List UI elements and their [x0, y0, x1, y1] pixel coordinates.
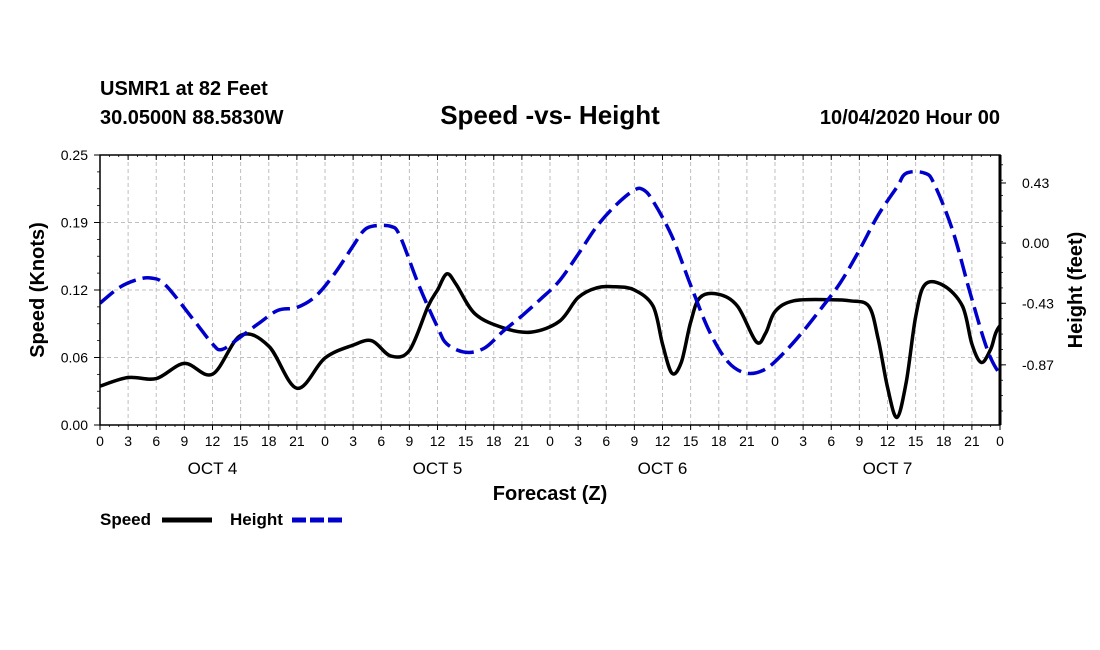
axes-group: 0 3 6 9 12 15 18 21 0 3 6 9 12 15 18 21 0 3 6 9 12 15 18 21 0 3 6 9… [61, 147, 1054, 478]
grid-lines [100, 155, 1000, 425]
station-label: USMR1 at 82 Feet [100, 78, 268, 100]
x-tick-label: 21 [964, 433, 980, 449]
x-tick-label: 12 [430, 433, 446, 449]
day-label: OCT 4 [188, 459, 238, 478]
x-tick-label: 0 [771, 433, 779, 449]
series-group [100, 169, 1000, 420]
x-tick-label: 18 [936, 433, 952, 449]
x-tick-label: 18 [261, 433, 277, 449]
x-tick-label: 3 [124, 433, 132, 449]
x-tick-label: 3 [799, 433, 807, 449]
x-tick-label: 15 [233, 433, 249, 449]
x-tick-label: 0 [546, 433, 554, 449]
y-right-tick-label: -0.43 [1022, 295, 1054, 311]
day-label: OCT 5 [413, 459, 463, 478]
x-tick-label: 9 [405, 433, 413, 449]
x-tick-label: 15 [908, 433, 924, 449]
x-tick-label: 0 [96, 433, 104, 449]
location-label: 30.0500N 88.5830W [100, 107, 284, 129]
height-series-line [100, 169, 1000, 377]
x-tick-label: 3 [574, 433, 582, 449]
y-left-tick-label: 0.06 [61, 350, 88, 366]
x-tick-label: 0 [996, 433, 1004, 449]
y-right-tick-label: -0.87 [1022, 357, 1054, 373]
x-tick-label: 9 [180, 433, 188, 449]
x-tick-label: 6 [827, 433, 835, 449]
y-right-tick-label: 0.00 [1022, 235, 1049, 251]
y-left-tick-label: 0.25 [61, 147, 88, 163]
x-tick-label: 18 [711, 433, 727, 449]
x-tick-label: 6 [602, 433, 610, 449]
chart-title: Speed -vs- Height [440, 100, 660, 130]
legend-height-label: Height [230, 510, 283, 529]
x-tick-label: 12 [205, 433, 221, 449]
y-left-tick-label: 0.12 [61, 282, 88, 298]
day-label: OCT 7 [863, 459, 913, 478]
x-tick-label: 0 [321, 433, 329, 449]
y-axis-right-label: Height (feet) [1065, 232, 1087, 349]
x-axis-label: Forecast (Z) [493, 483, 607, 505]
x-tick-label: 9 [630, 433, 638, 449]
x-tick-label: 12 [655, 433, 671, 449]
x-tick-label: 21 [739, 433, 755, 449]
y-left-tick-label: 0.19 [61, 215, 88, 231]
legend: Speed Height [100, 510, 342, 529]
x-tick-label: 9 [855, 433, 863, 449]
day-label: OCT 6 [638, 459, 688, 478]
datetime-label: 10/04/2020 Hour 00 [820, 107, 1000, 129]
x-tick-label: 12 [880, 433, 896, 449]
x-tick-label: 15 [683, 433, 699, 449]
y-left-tick-label: 0.00 [61, 417, 88, 433]
x-tick-label: 18 [486, 433, 502, 449]
y-axis-left-label: Speed (Knots) [27, 222, 49, 358]
speed-series-line [100, 271, 1000, 420]
x-tick-label: 21 [289, 433, 305, 449]
legend-speed-label: Speed [100, 510, 151, 529]
x-tick-label: 3 [349, 433, 357, 449]
x-tick-label: 21 [514, 433, 530, 449]
x-tick-label: 6 [152, 433, 160, 449]
x-tick-label: 6 [377, 433, 385, 449]
y-right-tick-label: 0.43 [1022, 175, 1049, 191]
x-tick-label: 15 [458, 433, 474, 449]
